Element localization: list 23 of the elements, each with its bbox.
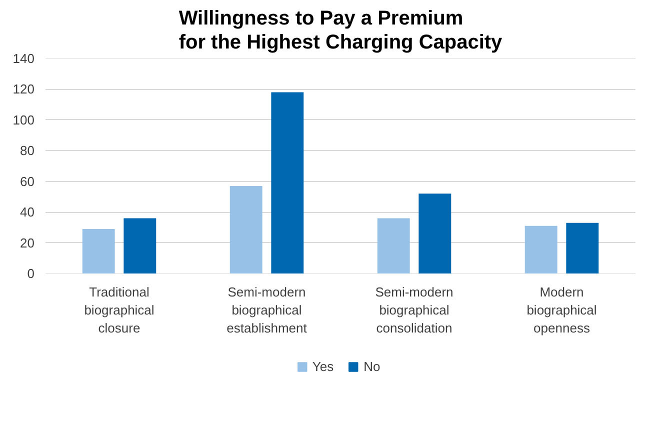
bar <box>524 226 558 274</box>
bar <box>230 186 262 274</box>
legend-label: No <box>364 359 382 374</box>
x-tick-label: Semi-modern biographical establishment <box>226 284 308 336</box>
bar <box>377 218 410 274</box>
bar <box>124 218 156 274</box>
bar <box>82 228 115 274</box>
x-tick-label: Traditional biographical closure <box>84 284 154 336</box>
y-tick-label: 140 <box>12 51 35 66</box>
y-tick-label: 40 <box>20 204 35 220</box>
y-tick-label: 20 <box>20 235 35 250</box>
bar <box>418 194 452 274</box>
y-tick-label: 80 <box>20 143 35 158</box>
y-tick-label: 0 <box>27 266 35 281</box>
bar <box>271 92 304 274</box>
bar <box>566 222 599 274</box>
x-tick-label: Semi-modern biographical consolidation <box>375 284 454 336</box>
chart-title: Willingness to Pay a Premium for the Highest Charging Capacity <box>178 7 504 54</box>
legend-label: Yes <box>312 359 334 374</box>
x-tick-label: Modern biographical openness <box>526 284 597 336</box>
y-tick-label: 100 <box>12 112 35 128</box>
y-tick-label: 120 <box>12 82 35 97</box>
y-tick-label: 60 <box>20 174 35 189</box>
